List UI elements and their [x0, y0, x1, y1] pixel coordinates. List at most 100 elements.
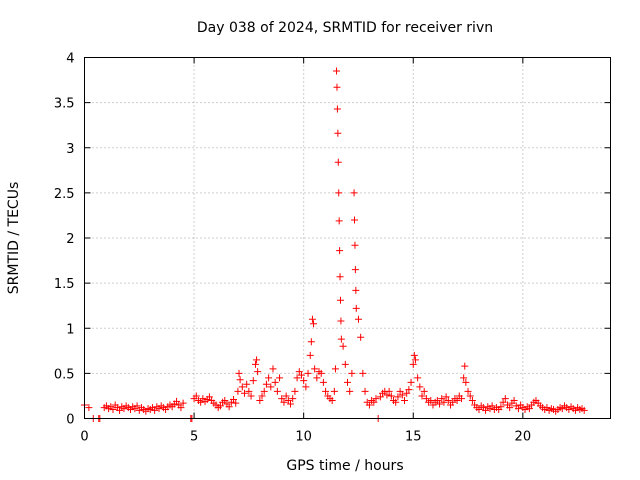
data-point: [351, 216, 359, 224]
data-point: [177, 404, 185, 412]
data-point: [267, 383, 275, 391]
data-point: [238, 383, 246, 391]
data-point: [525, 405, 533, 413]
data-point: [307, 338, 315, 346]
data-point: [245, 387, 253, 395]
data-point: [350, 189, 358, 197]
data-point: [580, 406, 588, 414]
data-point: [468, 396, 476, 404]
data-point: [418, 392, 426, 400]
data-point: [243, 380, 251, 388]
data-point: [235, 369, 243, 377]
data-point: [376, 393, 384, 401]
y-tick-label: 4: [66, 52, 74, 67]
data-point: [396, 387, 404, 395]
y-tick-label: 2: [66, 232, 74, 247]
data-point: [297, 371, 305, 379]
x-tick-label: 20: [515, 430, 532, 445]
data-point: [330, 387, 338, 395]
data-point: [311, 365, 319, 373]
data-point: [440, 398, 448, 406]
data-point: [251, 360, 259, 368]
data-point: [392, 398, 400, 406]
data-point: [346, 387, 354, 395]
x-axis-label: GPS time / hours: [286, 458, 403, 474]
x-tick-label: 0: [80, 430, 88, 445]
data-point: [405, 386, 413, 394]
data-point: [482, 406, 490, 414]
data-point: [499, 398, 507, 406]
data-point: [236, 376, 244, 384]
data-point: [116, 406, 124, 414]
data-point: [328, 396, 336, 404]
data-point: [230, 396, 238, 404]
data-point: [192, 392, 200, 400]
data-point: [407, 378, 415, 386]
x-tick-label: 10: [295, 430, 312, 445]
data-point: [322, 387, 330, 395]
data-point: [300, 377, 308, 385]
data-point: [249, 377, 257, 385]
data-point: [271, 378, 279, 386]
data-point: [352, 304, 360, 312]
data-point: [457, 395, 465, 403]
data-point: [444, 396, 452, 404]
data-point: [501, 395, 509, 403]
data-point: [398, 391, 406, 399]
data-point: [394, 393, 402, 401]
data-point: [427, 396, 435, 404]
data-point: [310, 320, 318, 328]
data-point: [344, 378, 351, 386]
data-point: [341, 360, 349, 368]
data-point: [256, 396, 264, 404]
data-point: [436, 400, 444, 408]
data-point: [514, 405, 522, 413]
data-point: [334, 129, 342, 137]
data-point: [449, 398, 457, 406]
data-point: [400, 396, 408, 404]
chart-title: Day 038 of 2024, SRMTID for receiver riv…: [197, 20, 493, 36]
data-point: [466, 392, 474, 400]
data-point: [460, 374, 468, 382]
data-point: [216, 402, 224, 410]
data-point: [240, 389, 248, 397]
y-tick-label: 0.5: [54, 367, 75, 382]
data-point: [234, 387, 242, 395]
data-point: [304, 369, 312, 377]
data-point: [265, 374, 273, 382]
data-point: [420, 387, 428, 395]
y-tick-label: 3: [66, 142, 74, 157]
data-point: [351, 266, 359, 274]
data-point: [433, 396, 441, 404]
data-point: [370, 398, 378, 406]
data-point: [151, 406, 159, 414]
data-point: [306, 351, 314, 359]
data-point: [280, 398, 288, 406]
data-point: [357, 333, 365, 341]
data-point: [506, 404, 514, 412]
data-point: [464, 387, 472, 395]
data-point: [385, 387, 393, 395]
data-point: [173, 397, 181, 405]
data-point: [333, 83, 341, 91]
data-point: [335, 217, 343, 225]
data-point: [336, 273, 344, 281]
data-point: [348, 369, 356, 377]
data-point: [416, 383, 424, 391]
data-point: [497, 403, 505, 411]
data-point: [339, 342, 347, 350]
data-point: [383, 391, 391, 399]
data-point: [336, 296, 344, 304]
data-point: [276, 374, 284, 382]
data-point: [359, 369, 367, 377]
plot-frame: [84, 57, 611, 419]
data-point: [462, 378, 470, 386]
data-point: [225, 403, 233, 411]
y-tick-label: 1.5: [54, 277, 75, 292]
data-point: [313, 374, 321, 382]
y-tick-label: 3.5: [54, 97, 75, 112]
data-point: [461, 362, 469, 370]
data-point: [319, 378, 327, 386]
x-tick-label: 15: [405, 430, 422, 445]
data-point: [258, 392, 266, 400]
